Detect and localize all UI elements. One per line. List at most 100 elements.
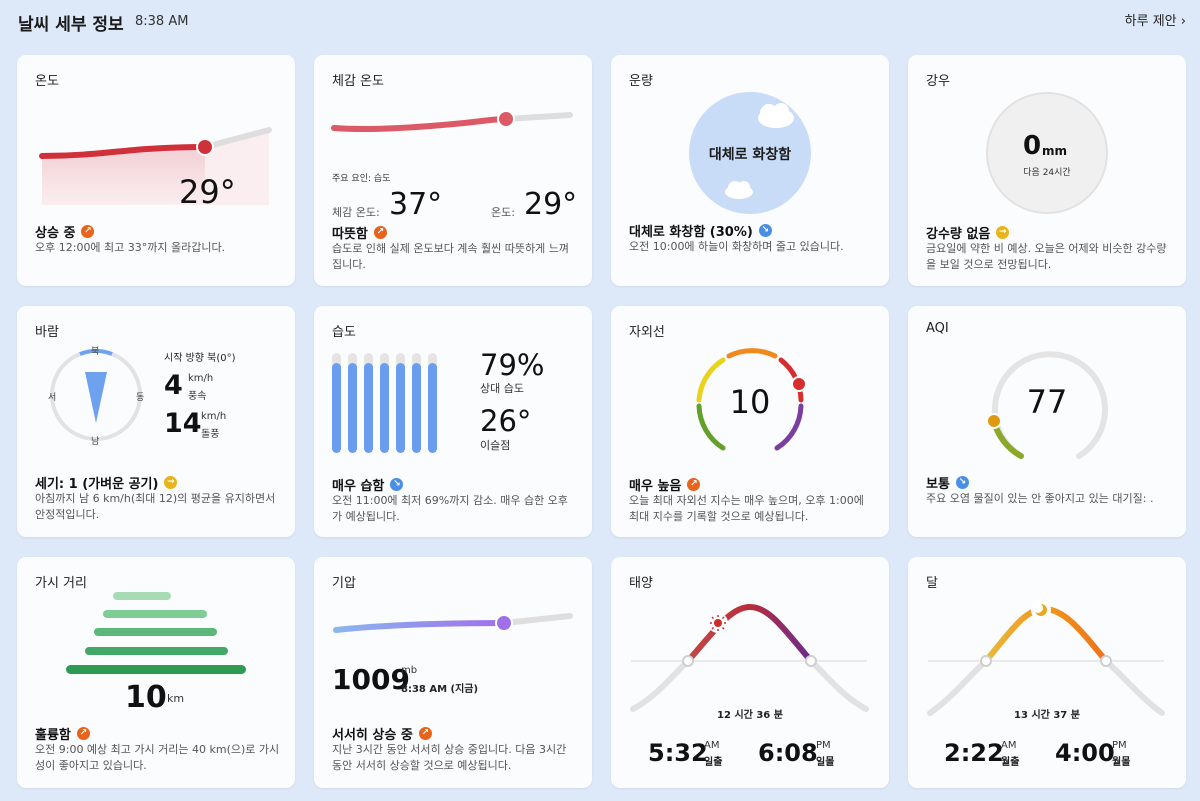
uv-arc-high	[726, 348, 778, 359]
temperature-line	[39, 144, 208, 159]
wind-gust-unit: km/h	[201, 411, 227, 422]
moon-card[interactable]: 달 13 시간 37 분 2:22 AM 월출 4:00 PM 월몰	[908, 557, 1186, 788]
status: 대체로 화창함 (30%) ↘	[629, 221, 772, 240]
moon-path-below	[1103, 658, 1165, 716]
wind-card[interactable]: 바람 북 남 동 서 시작 방향 북(0°) 4 km/h 풍속 14 km/h…	[17, 306, 295, 537]
day-suggestion-link[interactable]: 하루 제안 ›	[1125, 10, 1186, 29]
temperature-line-future	[202, 127, 272, 150]
trend-down-icon: ↘	[758, 224, 772, 237]
visibility-card[interactable]: 가시 거리 10 km 훌륭함 ↗ 오전 9:00 예상 최고 가시 거리는 40…	[17, 557, 295, 788]
visibility-bar	[103, 610, 207, 618]
compass-south: 남	[91, 437, 100, 447]
card-label: AQI	[926, 321, 949, 336]
feels-like-card[interactable]: 체감 온도 주요 요인: 습도 체감 온도: 37° 온도: 29° 따뜻함 ↗ …	[314, 55, 592, 286]
dew-point-label: 이슬점	[480, 439, 511, 452]
description: 오전 11:00에 최저 69%까지 감소. 매우 습한 오후가 예상됩니다.	[332, 494, 568, 523]
temperature-card[interactable]: 온도 29° 상승 중 ↗ 오후 12:00에 최고 33°까지 올라갑니다.	[17, 55, 295, 286]
card-label: 자외선	[629, 325, 665, 340]
sunrise-point	[682, 655, 694, 667]
pressure-marker	[495, 614, 513, 632]
pressure-line-future	[501, 613, 573, 626]
description: 주요 오염 물질이 있는 안 좋아지고 있는 대기질: .	[926, 492, 1154, 505]
compass-north: 북	[91, 347, 100, 357]
moon-path-below	[927, 658, 989, 716]
sun-card[interactable]: 태양 12 시간 36 분 5:32 AM 일출 6:08	[611, 557, 889, 788]
pressure-card[interactable]: 기압 1009 mb 8:38 AM (지금) 서서히 상승 중 ↗ 지난 3시간…	[314, 557, 592, 788]
uv-card[interactable]: 자외선 10 매우 높음 ↗ 오늘 최대 자외선 지수는 매우 높으며, 오후 1…	[611, 306, 889, 537]
temp-label: 온도:	[491, 206, 515, 219]
card-label: 기압	[332, 576, 356, 591]
description: 습도로 인해 실제 온도보다 계속 훨씬 따뜻하게 느껴집니다.	[332, 242, 569, 271]
sunset-ampm: PM	[816, 740, 831, 751]
status: 서서히 상승 중 ↗	[332, 724, 432, 743]
sunrise-label: 일출	[704, 757, 723, 768]
uv-marker	[791, 376, 807, 392]
feels-like-chart	[331, 110, 573, 133]
daylight-duration: 12 시간 36 분	[717, 710, 783, 721]
status: 매우 습함 ↘	[332, 475, 404, 494]
card-label: 태양	[629, 576, 653, 591]
header-time: 8:38 AM	[135, 14, 189, 29]
trend-up-icon: ↗	[687, 478, 701, 491]
header: 날씨 세부 정보 8:38 AM 하루 제안 ›	[0, 0, 1200, 44]
moonset-label: 월몰	[1112, 757, 1131, 768]
day-suggestion-label: 하루 제안	[1124, 14, 1177, 29]
sun-chart	[630, 603, 869, 712]
humidity-bar	[332, 363, 341, 453]
sunrise-ampm: AM	[704, 740, 720, 751]
page-title: 날씨 세부 정보	[18, 15, 124, 35]
moon-icon	[1031, 600, 1051, 620]
compass-east: 동	[136, 393, 145, 403]
status: 훌륭함 ↗	[35, 724, 90, 743]
wind-gust: 14	[164, 408, 202, 439]
uv-arc-low	[696, 403, 726, 451]
status-text: 따뜻함	[332, 227, 368, 242]
compass-direction-arc	[79, 348, 113, 356]
steady-icon: →	[996, 226, 1010, 239]
status: 따뜻함 ↗	[332, 223, 387, 242]
humidity-bar	[396, 363, 405, 453]
pressure-chart	[333, 613, 573, 633]
pressure-value: 1009	[332, 663, 410, 696]
visibility-bar	[113, 592, 171, 600]
status: 세기: 1 (가벼운 공기) →	[35, 473, 178, 492]
trend-down-icon: ↘	[955, 476, 969, 489]
card-label: 운량	[629, 74, 653, 89]
moonrise-time: 2:22	[944, 739, 1004, 767]
trend-up-icon: ↗	[76, 727, 90, 740]
aqi-card[interactable]: AQI 77 보통 ↘ 주요 오염 물질이 있는 안 좋아지고 있는 대기질: .	[908, 306, 1186, 537]
precipitation-value: 0	[1023, 131, 1042, 161]
cloud-chart	[689, 92, 811, 214]
status: 강수량 없음 →	[926, 223, 1010, 242]
humidity-chart	[332, 353, 437, 453]
status-text: 서서히 상승 중	[332, 728, 413, 743]
wind-speed-label: 풍속	[188, 391, 207, 402]
uv-arc-extreme	[774, 403, 804, 451]
humidity-value: 79%	[480, 348, 545, 382]
temperature-area	[42, 147, 205, 205]
humidity-bar	[380, 363, 389, 453]
precipitation-card[interactable]: 강우 0 mm 다음 24시간 강수량 없음 → 금요일에 약한 비 예상. 오늘…	[908, 55, 1186, 286]
main-factor: 주요 요인: 습도	[332, 174, 391, 184]
dew-point-value: 26°	[480, 404, 532, 438]
description: 금요일에 약한 비 예상. 오늘은 어제와 비슷한 강수량을 보일 것으로 전망…	[926, 242, 1167, 271]
precipitation-chart	[986, 92, 1108, 214]
cloud-cover-card[interactable]: 운량 대체로 화창함 대체로 화창함 (30%) ↘ 오전 10:00에 하늘이 …	[611, 55, 889, 286]
precipitation-sub: 다음 24시간	[1023, 168, 1071, 178]
trend-up-icon: ↗	[418, 727, 432, 740]
aqi-gauge	[986, 351, 1108, 459]
humidity-card[interactable]: 습도 79% 상대 습도 26° 이슬점 매우 습함 ↘ 오전 11:00에 최저…	[314, 306, 592, 537]
temperature-area-future	[205, 130, 269, 205]
visibility-unit: km	[167, 692, 185, 705]
temperature-marker	[196, 138, 214, 156]
description: 오늘 최대 자외선 지수는 매우 높으며, 오후 1:00에 최대 지수를 기록…	[629, 494, 864, 523]
sun-path-night	[808, 658, 869, 712]
uv-arc-moderate	[696, 357, 726, 403]
aqi-marker	[986, 413, 1002, 429]
trend-up-icon: ↗	[81, 225, 95, 238]
sun-path-night	[630, 658, 691, 712]
moonset-time: 4:00	[1055, 739, 1115, 767]
card-label: 강우	[926, 74, 950, 89]
status-text: 상승 중	[35, 226, 76, 241]
moonrise-ampm: AM	[1001, 740, 1017, 751]
